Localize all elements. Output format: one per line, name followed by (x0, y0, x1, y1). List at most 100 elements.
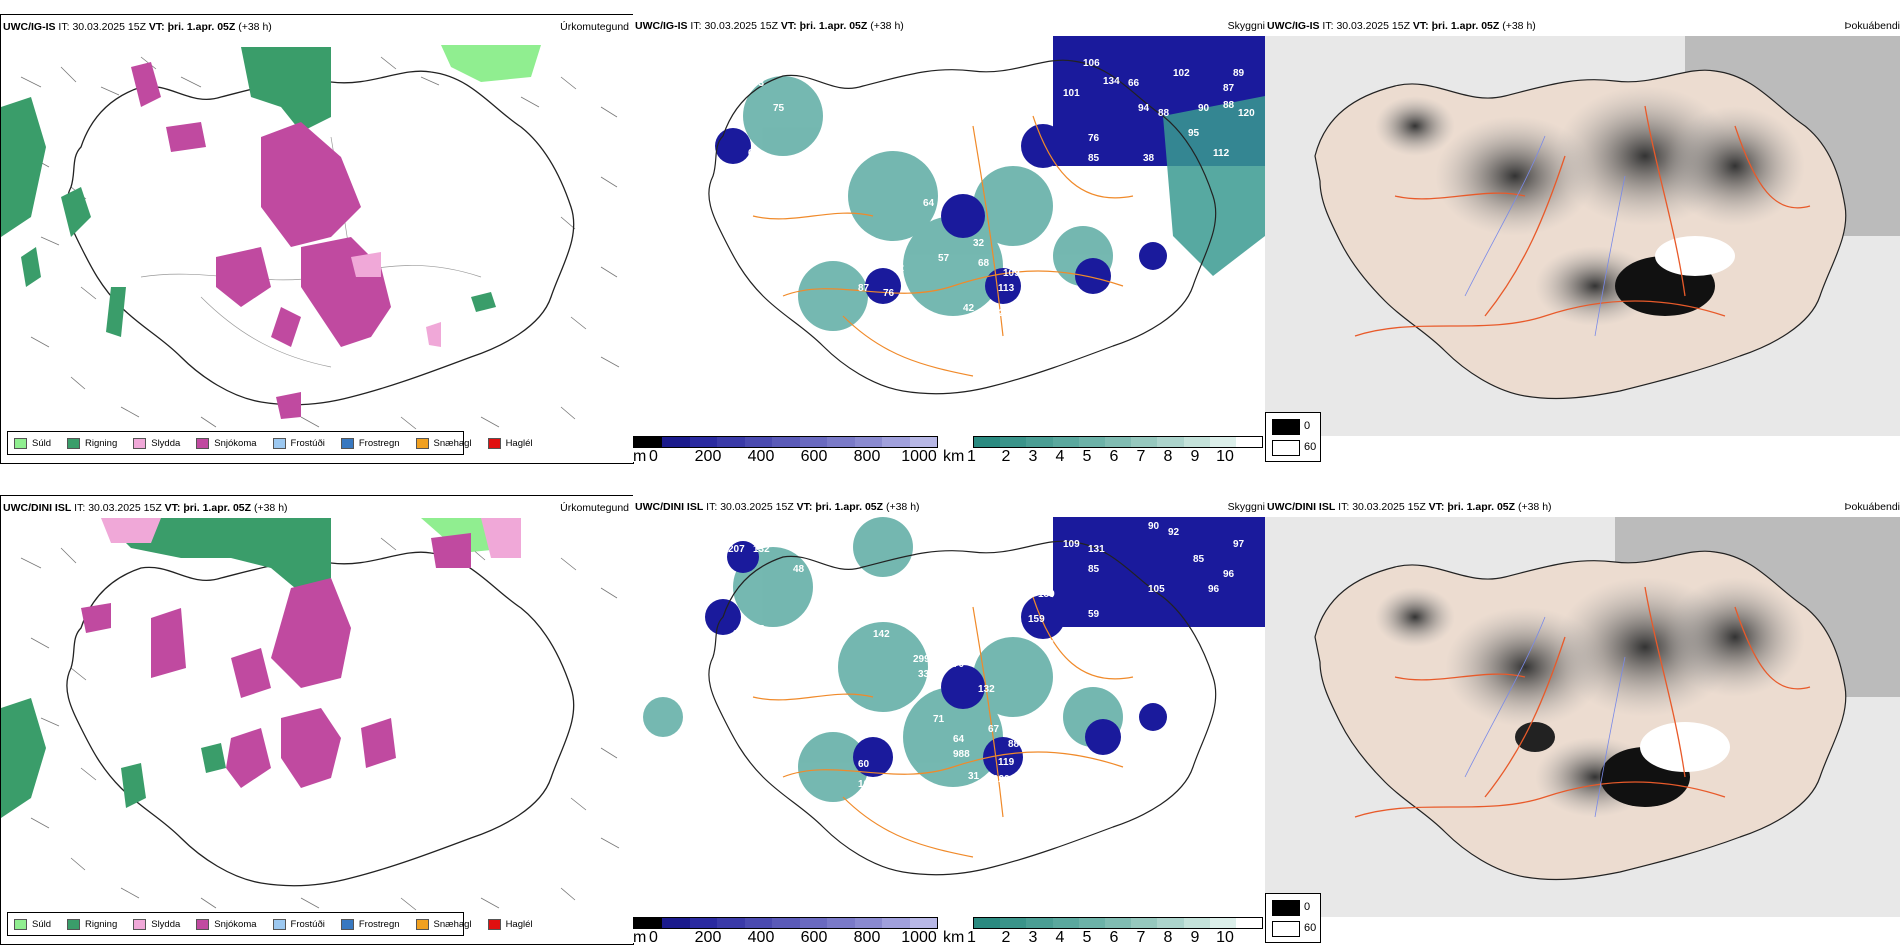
svg-text:88: 88 (1008, 739, 1020, 750)
svg-text:1: 1 (983, 163, 989, 174)
lead-time: (+38 h) (238, 21, 272, 33)
svg-text:135: 135 (1058, 769, 1075, 780)
svg-text:45: 45 (1133, 296, 1145, 307)
svg-text:988: 988 (953, 749, 970, 760)
svg-text:87: 87 (858, 283, 870, 294)
precip-type-panel-top: UWC/IG-IS IT: 30.03.2025 15Z VT: þri. 1.… (0, 14, 634, 464)
precip-legend: Súld Rigning Slydda Snjókoma Frostúði Fr… (7, 431, 533, 455)
legend-item-snaehagl: Snæhagl (415, 437, 472, 449)
precip-map-bottom (1, 518, 620, 911)
panel-type-label: Úrkomutegund (560, 21, 629, 33)
precip-map-top (1, 45, 620, 430)
snow-areas (131, 62, 391, 419)
svg-text:99: 99 (923, 353, 935, 364)
fog-legend: 0 60 (1265, 412, 1321, 462)
svg-text:96: 96 (1208, 584, 1220, 595)
cloud-panel-top: UWC/IG-IS IT: 30.03.2025 15Z VT: þri. 1.… (633, 14, 1265, 465)
visibility-unit: km (943, 448, 965, 465)
svg-text:73: 73 (753, 78, 765, 89)
svg-text:109: 109 (1063, 539, 1080, 550)
svg-text:88: 88 (1223, 100, 1235, 111)
svg-text:68: 68 (978, 258, 990, 269)
fog-panel-bottom: UWC/DINI ISL IT: 30.03.2025 15Z VT: þri.… (1265, 495, 1900, 943)
svg-text:32: 32 (973, 238, 985, 249)
svg-text:85: 85 (1088, 153, 1100, 164)
cloud-base-colorbar: m 0 200 400 600 800 1000 (633, 917, 938, 946)
svg-text:31: 31 (968, 771, 980, 782)
svg-text:77: 77 (718, 634, 730, 645)
svg-text:67: 67 (988, 724, 1000, 735)
svg-text:60: 60 (858, 759, 870, 770)
svg-text:64: 64 (953, 734, 965, 745)
svg-text:67: 67 (753, 624, 765, 635)
svg-text:106: 106 (781, 537, 798, 548)
panel-type-label: Skyggni (1227, 20, 1265, 32)
svg-text:167: 167 (898, 318, 915, 329)
svg-text:207: 207 (728, 544, 745, 555)
it-label: IT: (58, 21, 70, 33)
cloud-panel-bottom: UWC/DINI ISL IT: 30.03.2025 15Z VT: þri.… (633, 495, 1265, 946)
svg-text:90: 90 (1148, 521, 1160, 532)
svg-text:15: 15 (643, 544, 655, 555)
panel-header: UWC/IG-IS IT: 30.03.2025 15Z VT: þri. 1.… (635, 20, 904, 32)
svg-text:299: 299 (913, 654, 930, 665)
svg-text:76: 76 (883, 288, 895, 299)
sleet-areas (351, 252, 441, 347)
precip-legend: Súld Rigning Slydda Snjókoma Frostúði Fr… (7, 912, 533, 936)
svg-text:302: 302 (923, 123, 940, 134)
svg-text:129: 129 (993, 774, 1010, 785)
svg-text:95: 95 (1188, 128, 1200, 139)
svg-text:92: 92 (828, 684, 840, 695)
svg-text:43: 43 (1063, 343, 1075, 354)
svg-text:159: 159 (1028, 614, 1045, 625)
svg-text:76: 76 (1043, 639, 1055, 650)
svg-text:85: 85 (1088, 564, 1100, 575)
svg-text:88: 88 (1158, 108, 1170, 119)
legend-item-sudl: Súld (14, 437, 51, 449)
svg-text:90: 90 (1198, 103, 1210, 114)
svg-text:120: 120 (1238, 108, 1255, 119)
svg-text:94: 94 (1138, 103, 1150, 114)
svg-text:127: 127 (993, 308, 1010, 319)
svg-text:18: 18 (728, 168, 740, 179)
svg-text:78: 78 (903, 849, 915, 860)
legend-item-haglel: Haglél (487, 437, 533, 449)
svg-text:102: 102 (1173, 68, 1190, 79)
model-name: UWC/IG-IS (3, 21, 56, 33)
fog-legend: 0 60 (1265, 893, 1321, 943)
svg-text:131: 131 (1088, 544, 1105, 555)
svg-text:156: 156 (743, 527, 760, 538)
svg-text:59: 59 (1088, 609, 1100, 620)
legend-item-frostregn: Frostregn (340, 437, 400, 449)
svg-text:64: 64 (923, 198, 935, 209)
svg-text:76: 76 (938, 829, 950, 840)
visibility-colorbar: km 1 2 3 4 5 6 7 8 9 10 (943, 436, 1263, 465)
svg-text:106: 106 (1083, 58, 1100, 69)
legend-item-frostudi: Frostúði (272, 437, 325, 449)
svg-text:71: 71 (933, 714, 945, 725)
svg-text:12: 12 (893, 263, 905, 274)
svg-text:38: 38 (1143, 153, 1155, 164)
svg-text:42: 42 (963, 303, 975, 314)
rain-areas (1, 47, 496, 337)
panel-header: UWC/IG-IS IT: 30.03.2025 15Z VT: þri. 1.… (1267, 20, 1536, 32)
svg-text:109: 109 (1003, 268, 1020, 279)
fog-map-bottom (1265, 517, 1900, 917)
svg-text:205: 205 (883, 814, 900, 825)
svg-text:105: 105 (1148, 584, 1165, 595)
svg-text:76: 76 (1088, 133, 1100, 144)
svg-text:78: 78 (778, 158, 790, 169)
svg-text:70: 70 (953, 659, 965, 670)
svg-text:126: 126 (963, 323, 980, 334)
cloud-map-bottom: 90 92 97 85 96 96 109 131 85 105 59 83 1… (643, 517, 1265, 876)
panel-header: UWC/DINI ISL IT: 30.03.2025 15Z VT: þri.… (3, 502, 288, 514)
svg-text:122: 122 (923, 784, 940, 795)
svg-text:38: 38 (733, 629, 745, 640)
drizzle-areas (441, 45, 541, 82)
panel-type-label: Þokuábendi (1844, 501, 1900, 513)
road-network (752, 115, 1134, 377)
legend-item-slydda: Slydda (133, 437, 180, 449)
svg-text:339: 339 (918, 669, 935, 680)
cloud-base-unit: m (633, 448, 647, 465)
svg-text:85: 85 (1193, 554, 1205, 565)
